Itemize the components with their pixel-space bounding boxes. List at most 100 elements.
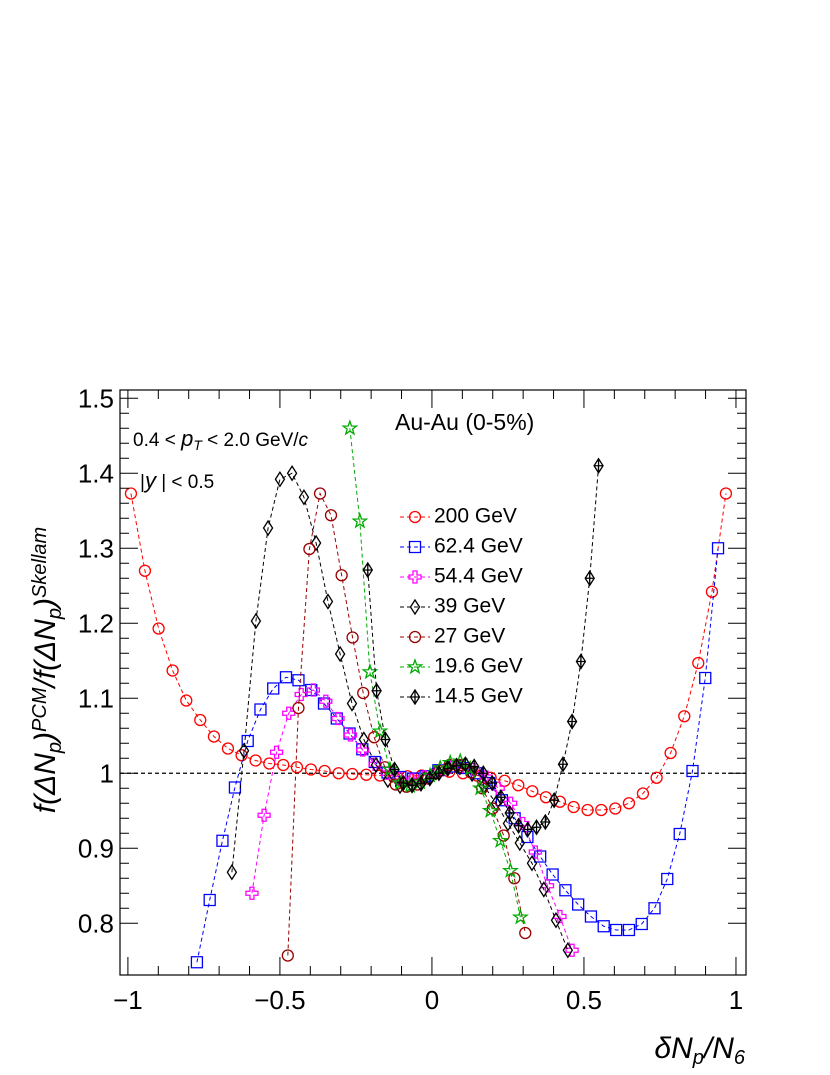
- marker: [306, 683, 321, 697]
- marker: [257, 808, 271, 822]
- legend-label: 62.4 GeV: [434, 535, 523, 558]
- y-tick-label: 1.3: [78, 533, 114, 563]
- marker: [468, 758, 480, 775]
- marker: [346, 695, 358, 712]
- marker: [481, 801, 499, 819]
- marker: [362, 561, 374, 579]
- annotation-part: p: [180, 426, 193, 451]
- y-label-part: PCM: [29, 687, 51, 732]
- marker: [610, 923, 623, 937]
- marker: [250, 612, 262, 630]
- marker: [190, 956, 204, 969]
- y-tick-label: 1.4: [78, 458, 114, 488]
- marker: [548, 792, 560, 809]
- marker: [636, 787, 650, 800]
- marker: [565, 943, 579, 957]
- marker: [267, 682, 280, 695]
- marker: [310, 534, 322, 552]
- marker: [648, 902, 661, 915]
- marker: [471, 779, 489, 796]
- marker: [226, 864, 238, 881]
- annotation: Au-Au (0-5%): [395, 409, 534, 435]
- marker: [432, 764, 445, 777]
- marker: [705, 585, 719, 598]
- marker: [519, 926, 532, 940]
- marker: [692, 656, 705, 670]
- legend-label: 27 GeV: [434, 625, 505, 648]
- x-label-part: δN: [654, 1032, 693, 1065]
- marker: [504, 796, 518, 810]
- marker: [322, 593, 334, 610]
- marker: [331, 711, 345, 726]
- marker: [152, 622, 165, 635]
- marker: [522, 821, 533, 838]
- annotation-part: y: [143, 468, 158, 493]
- marker: [442, 760, 454, 777]
- x-tick-label: 0.5: [566, 985, 602, 1015]
- marker: [235, 749, 248, 762]
- marker: [249, 754, 262, 767]
- marker: [221, 742, 235, 755]
- marker: [304, 763, 318, 776]
- marker: [360, 768, 373, 781]
- marker: [424, 770, 436, 787]
- marker: [433, 765, 445, 782]
- marker: [194, 713, 207, 727]
- marker: [531, 819, 542, 836]
- y-tick-label: 1.1: [78, 683, 114, 713]
- marker: [298, 489, 310, 506]
- marker: [514, 834, 526, 852]
- marker: [319, 694, 333, 708]
- y-label-part: p: [44, 608, 66, 620]
- marker: [528, 845, 542, 859]
- legend-marker: [408, 510, 422, 524]
- marker: [355, 743, 370, 757]
- marker: [277, 758, 290, 772]
- marker: [406, 777, 418, 794]
- marker: [540, 813, 551, 831]
- marker: [411, 773, 429, 790]
- marker: [664, 746, 677, 760]
- marker: [351, 512, 369, 529]
- x-tick-label: 1: [729, 985, 743, 1015]
- marker: [380, 731, 391, 748]
- marker: [572, 898, 585, 911]
- y-label-part: ): [29, 598, 62, 611]
- marker: [238, 742, 250, 759]
- marker: [526, 785, 539, 798]
- legend-label: 14.5 GeV: [434, 685, 523, 708]
- marker: [719, 487, 733, 500]
- marker: [513, 817, 524, 834]
- marker: [451, 757, 462, 774]
- y-tick-label: 1.2: [78, 608, 114, 638]
- marker: [203, 893, 216, 907]
- marker: [228, 781, 242, 794]
- y-tick-label: 0.9: [78, 833, 114, 863]
- annotation-part: Au-Au (0-5%): [395, 409, 534, 435]
- marker: [274, 471, 286, 488]
- marker: [334, 645, 346, 663]
- marker: [371, 722, 389, 739]
- marker: [546, 868, 559, 881]
- marker: [389, 761, 400, 778]
- marker: [262, 519, 274, 537]
- legend-marker: [408, 540, 422, 554]
- marker: [358, 731, 370, 748]
- marker: [512, 779, 525, 792]
- legend-marker: [406, 658, 424, 675]
- marker: [124, 487, 138, 500]
- marker: [245, 886, 259, 900]
- marker: [550, 912, 562, 929]
- marker: [368, 731, 381, 744]
- marker: [711, 542, 725, 555]
- y-tick-label: 1: [100, 758, 114, 788]
- marker: [584, 570, 596, 587]
- legend-marker: [408, 570, 422, 584]
- legend-label: 19.6 GeV: [434, 655, 523, 678]
- legend-marker: [409, 688, 421, 706]
- marker: [661, 872, 674, 886]
- legend-label: 54.4 GeV: [434, 565, 523, 588]
- marker: [313, 487, 327, 500]
- y-label-part: ): [29, 732, 62, 745]
- marker: [559, 884, 572, 897]
